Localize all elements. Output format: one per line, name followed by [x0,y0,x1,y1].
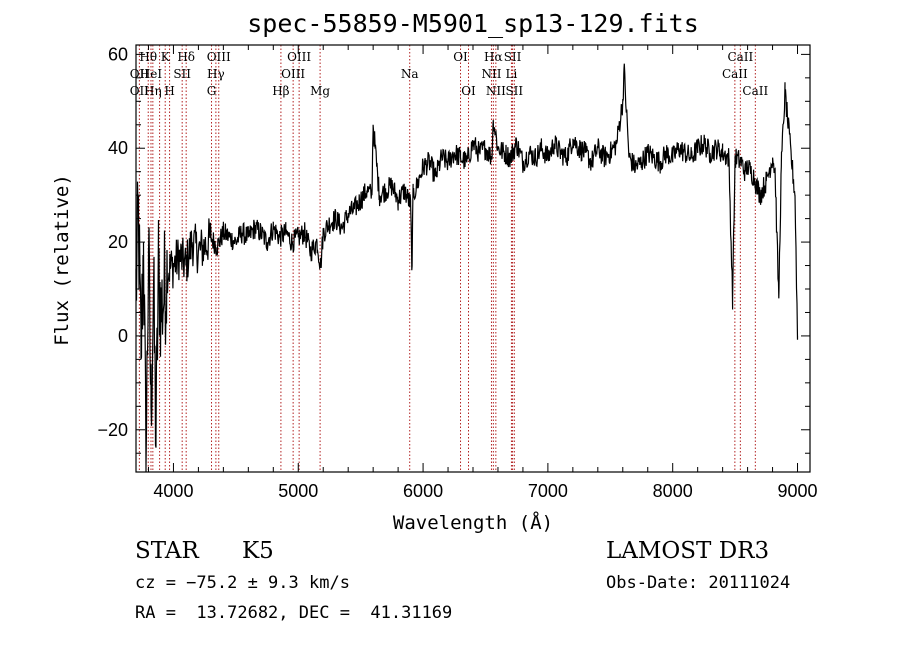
y-tick-label: 0 [118,326,128,346]
redshift-velocity: cz = −75.2 ± 9.3 km/s [135,573,350,593]
emission-line-label: CaII [727,50,753,64]
emission-line-label: SII [505,84,523,98]
emission-line-label: OI [461,84,476,98]
y-tick-label: 60 [108,44,128,64]
emission-line-label: CaII [742,84,768,98]
emission-line-markers [138,45,756,472]
chart-title: spec-55859-M5901_sp13-129.fits [247,9,699,38]
emission-line-label: Hθ [139,50,157,64]
x-tick-label: 9000 [777,481,817,501]
x-tick-label: 7000 [528,481,568,501]
emission-line-label: HeI [140,67,163,81]
emission-line-label: K [161,50,171,64]
x-axis-ticks: 4000 5000 6000 7000 8000 9000 [147,45,818,501]
emission-line-label: Na [401,67,419,81]
emission-line-label: Hα [484,50,503,64]
y-axis-ticks: −20 0 20 40 60 [97,44,810,454]
emission-line-label: NII [486,84,506,98]
spectrum-line [135,63,799,473]
plot-frame [135,44,811,473]
y-tick-label: 20 [108,232,128,252]
y-tick-label: −20 [97,420,128,440]
emission-line-label: G [207,84,217,98]
emission-line-label: OIII [207,50,231,64]
emission-line-label: Mg [310,84,330,98]
emission-line-label: OII [130,84,150,98]
emission-line-label: OII [130,67,150,81]
x-tick-label: 5000 [278,481,318,501]
object-class: STAR [135,538,199,564]
emission-line-label: NII [481,67,501,81]
emission-line-label: SII [173,67,191,81]
survey-name: LAMOST DR3 [606,538,770,564]
emission-line-label: OIII [281,67,305,81]
emission-line-label: Hβ [272,84,289,98]
emission-line-label: SII [504,50,522,64]
object-subclass: K5 [242,538,274,564]
emission-line-label: OI [453,50,468,64]
emission-line-label: CaII [722,67,748,81]
emission-line-label: OIII [287,50,311,64]
x-tick-label: 4000 [153,481,193,501]
emission-line-label: Hδ [177,50,195,64]
emission-line-label: Hη [144,84,162,98]
y-tick-label: 40 [108,138,128,158]
observation-date: Obs-Date: 20111024 [606,573,791,593]
emission-line-label: Hγ [207,67,225,81]
x-tick-label: 8000 [653,481,693,501]
emission-line-label: H [164,84,174,98]
sky-coordinates: RA = 13.72682, DEC = 41.31169 [135,603,453,623]
x-axis-label: Wavelength (Å) [393,511,553,534]
emission-line-label: Li [506,67,518,81]
y-axis-label: Flux (relative) [51,174,73,346]
x-tick-label: 6000 [403,481,443,501]
